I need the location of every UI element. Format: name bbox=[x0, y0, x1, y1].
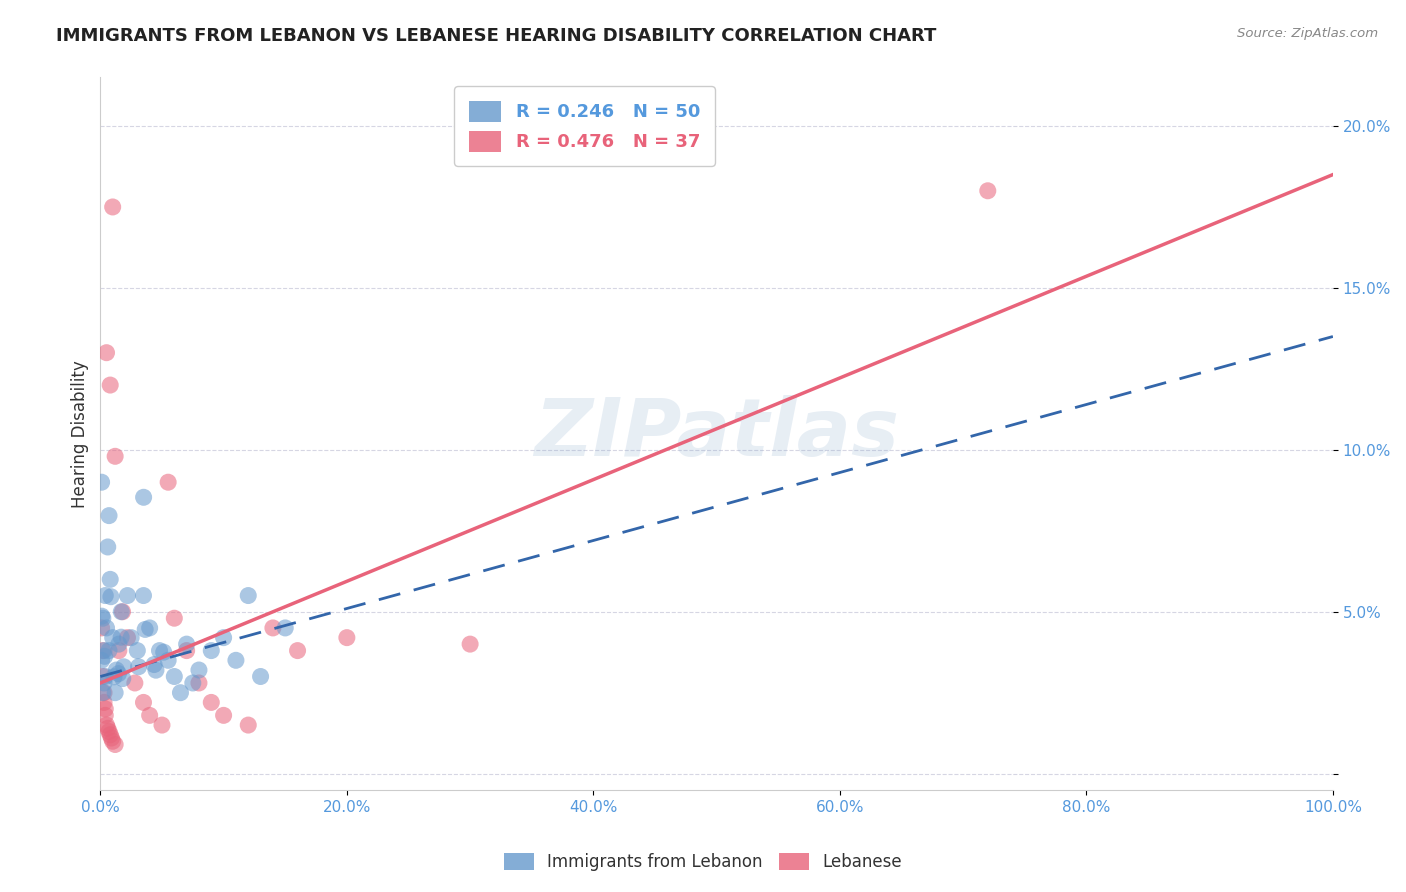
Point bbox=[163, 669, 186, 683]
Point bbox=[94, 702, 117, 716]
Point bbox=[200, 695, 222, 709]
Point bbox=[107, 666, 129, 681]
Point bbox=[274, 621, 297, 635]
Point bbox=[90, 621, 112, 635]
Point bbox=[101, 631, 124, 645]
Point bbox=[104, 738, 127, 752]
Point bbox=[132, 491, 155, 505]
Point bbox=[93, 676, 115, 690]
Point bbox=[169, 686, 191, 700]
Point bbox=[93, 695, 115, 709]
Point bbox=[458, 637, 481, 651]
Point bbox=[225, 653, 247, 667]
Point bbox=[108, 643, 131, 657]
Point bbox=[127, 643, 149, 657]
Point bbox=[176, 637, 198, 651]
Point bbox=[249, 669, 271, 683]
Point bbox=[117, 631, 139, 645]
Point bbox=[93, 686, 115, 700]
Point bbox=[100, 731, 122, 745]
Point bbox=[157, 653, 180, 667]
Point bbox=[103, 670, 125, 684]
Point bbox=[98, 724, 121, 739]
Point bbox=[90, 475, 112, 490]
Point bbox=[150, 718, 173, 732]
Point bbox=[104, 686, 127, 700]
Point bbox=[108, 637, 131, 651]
Point bbox=[96, 718, 118, 732]
Point bbox=[90, 609, 112, 624]
Point bbox=[94, 669, 117, 683]
Y-axis label: Hearing Disability: Hearing Disability bbox=[72, 359, 89, 508]
Point bbox=[110, 605, 132, 619]
Point bbox=[90, 653, 112, 667]
Point bbox=[101, 734, 124, 748]
Point bbox=[163, 611, 186, 625]
Point bbox=[100, 590, 122, 604]
Text: IMMIGRANTS FROM LEBANON VS LEBANESE HEARING DISABILITY CORRELATION CHART: IMMIGRANTS FROM LEBANON VS LEBANESE HEAR… bbox=[56, 27, 936, 45]
Point bbox=[138, 708, 160, 723]
Point bbox=[97, 721, 120, 735]
Point bbox=[188, 663, 211, 677]
Point bbox=[110, 630, 132, 644]
Point bbox=[152, 645, 174, 659]
Point bbox=[128, 659, 150, 673]
Point bbox=[262, 621, 284, 635]
Point bbox=[98, 508, 121, 523]
Point bbox=[91, 611, 114, 625]
Point bbox=[287, 643, 309, 657]
Point bbox=[200, 643, 222, 657]
Point bbox=[96, 345, 118, 359]
Point bbox=[117, 589, 139, 603]
Point bbox=[93, 649, 115, 664]
Legend: Immigrants from Lebanon, Lebanese: Immigrants from Lebanon, Lebanese bbox=[495, 845, 911, 880]
Point bbox=[111, 605, 134, 619]
Point bbox=[97, 540, 120, 554]
Point bbox=[181, 676, 204, 690]
Point bbox=[977, 184, 1000, 198]
Point bbox=[94, 708, 117, 723]
Point bbox=[138, 621, 160, 635]
Point bbox=[98, 378, 121, 392]
Point bbox=[157, 475, 180, 490]
Point bbox=[134, 623, 156, 637]
Point bbox=[98, 573, 121, 587]
Point bbox=[212, 631, 235, 645]
Point bbox=[91, 643, 114, 657]
Legend: R = 0.246   N = 50, R = 0.476   N = 37: R = 0.246 N = 50, R = 0.476 N = 37 bbox=[454, 87, 714, 166]
Point bbox=[111, 672, 134, 686]
Point bbox=[101, 200, 124, 214]
Point bbox=[132, 589, 155, 603]
Point bbox=[93, 643, 115, 657]
Point bbox=[132, 695, 155, 709]
Point bbox=[336, 631, 359, 645]
Point bbox=[176, 643, 198, 657]
Point bbox=[145, 663, 167, 677]
Point bbox=[238, 718, 260, 732]
Point bbox=[105, 663, 128, 677]
Point bbox=[212, 708, 235, 723]
Point bbox=[148, 643, 170, 657]
Point bbox=[120, 631, 142, 645]
Text: ZIPatlas: ZIPatlas bbox=[534, 394, 898, 473]
Point bbox=[91, 669, 114, 683]
Point bbox=[112, 660, 135, 674]
Point bbox=[104, 450, 127, 464]
Point bbox=[188, 676, 211, 690]
Text: Source: ZipAtlas.com: Source: ZipAtlas.com bbox=[1237, 27, 1378, 40]
Point bbox=[94, 589, 117, 603]
Point bbox=[143, 657, 166, 672]
Point bbox=[98, 728, 121, 742]
Point bbox=[96, 621, 118, 635]
Point bbox=[124, 676, 146, 690]
Point bbox=[238, 589, 260, 603]
Point bbox=[91, 686, 114, 700]
Point bbox=[98, 643, 121, 657]
